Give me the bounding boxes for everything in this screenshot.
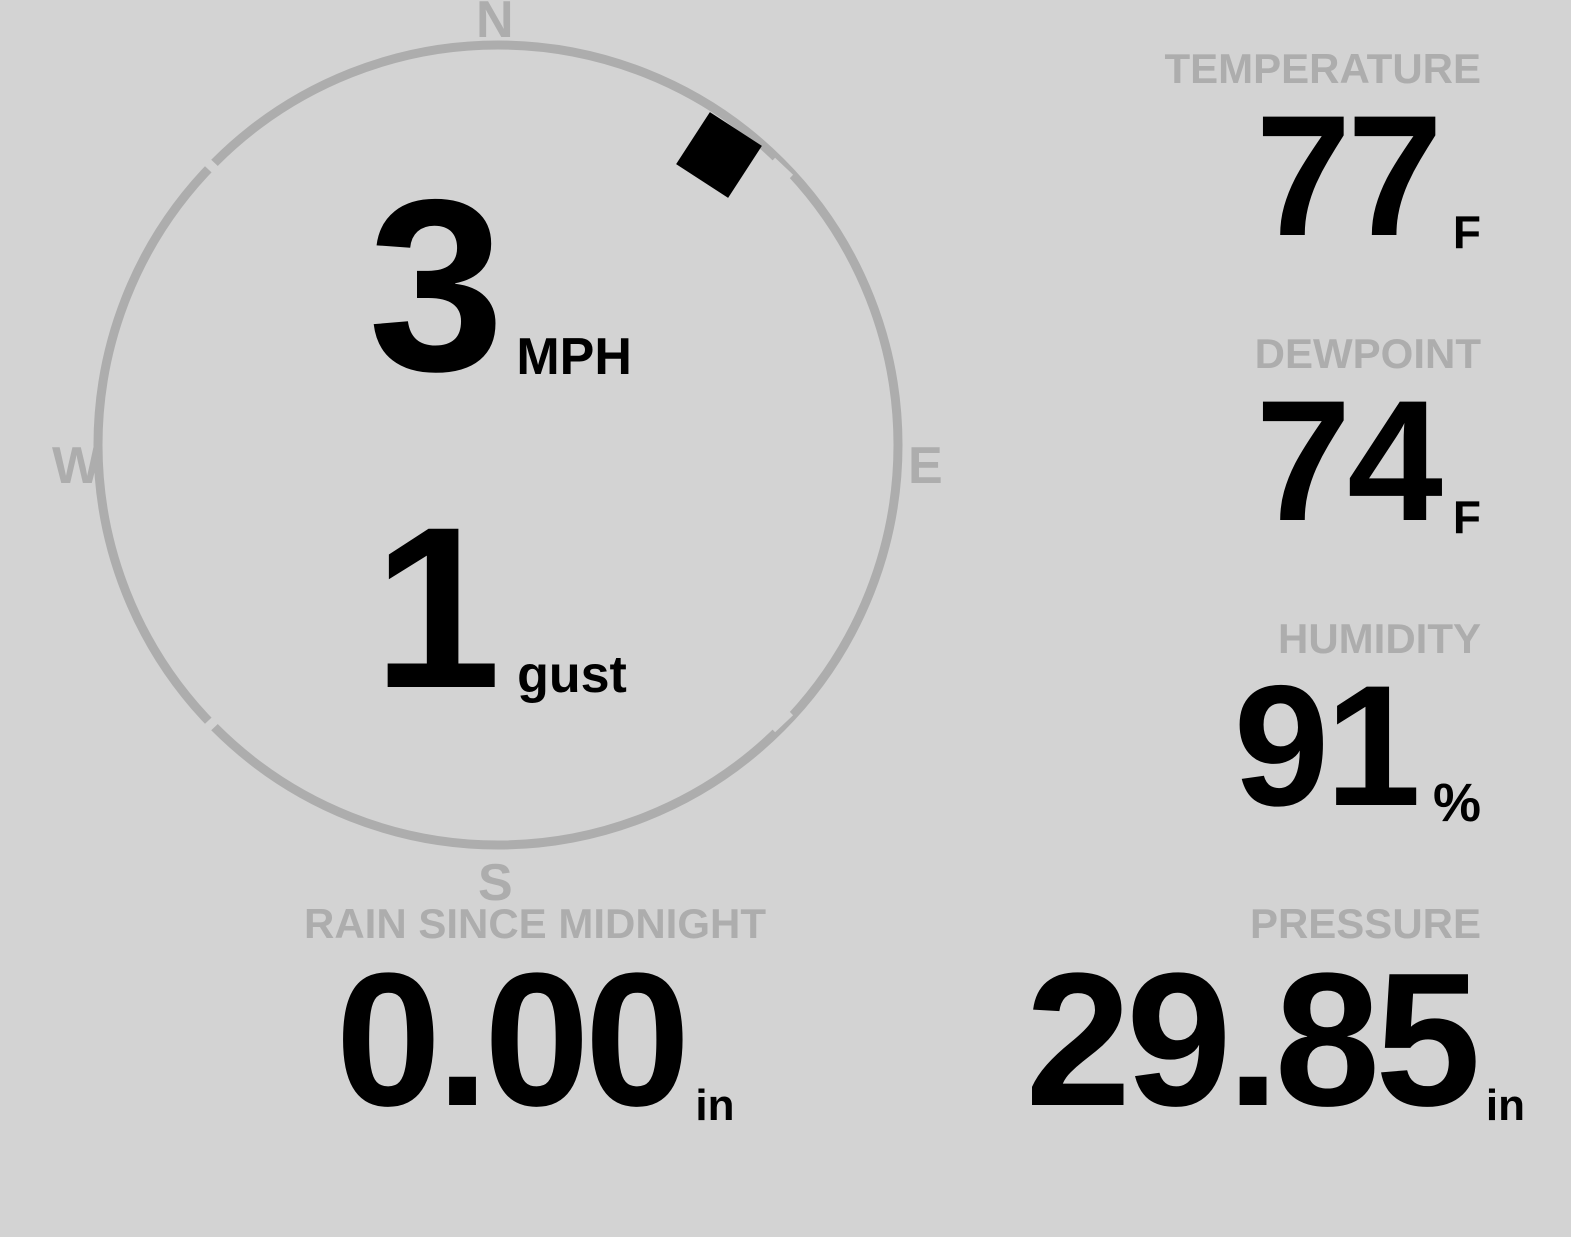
wind-speed-readout: 3 MPH	[200, 163, 800, 408]
pressure-value: 29.85	[1025, 934, 1480, 1146]
humidity-value-row: 91 %	[1234, 660, 1481, 832]
compass-label-west: W	[52, 437, 102, 495]
compass-tick-marks	[202, 157, 794, 733]
compass-label-south: S	[478, 854, 513, 912]
humidity-value: 91	[1233, 650, 1421, 842]
pressure-label: PRESSURE	[1249, 900, 1481, 947]
wind-compass: N E S W 3 MPH 1 gust	[0, 0, 1000, 909]
metric-rain-since-midnight: RAIN SINCE MIDNIGHT 0.00 in	[250, 900, 820, 1136]
wind-speed-value: 3	[368, 148, 504, 422]
compass-label-east: E	[908, 437, 943, 495]
compass-dial	[93, 40, 903, 850]
temperature-unit: F	[1452, 206, 1481, 258]
dewpoint-unit: F	[1452, 491, 1481, 543]
rain-unit: in	[695, 1081, 735, 1130]
rain-value-row: 0.00 in	[250, 945, 820, 1135]
wind-gust-unit: gust	[517, 646, 627, 704]
dewpoint-value: 74	[1255, 365, 1443, 557]
humidity-label: HUMIDITY	[1278, 615, 1481, 662]
wind-gust-readout: 1 gust	[200, 493, 800, 723]
temperature-value-row: 77 F	[1164, 90, 1481, 262]
metric-pressure: PRESSURE 29.85 in	[1025, 900, 1525, 1136]
temperature-value: 77	[1255, 80, 1443, 272]
temperature-label: TEMPERATURE	[1164, 45, 1481, 92]
pressure-value-row: 29.85 in	[1025, 945, 1525, 1135]
metric-temperature: TEMPERATURE 77 F	[1164, 45, 1481, 263]
pressure-unit: in	[1485, 1081, 1525, 1130]
metric-humidity: HUMIDITY 91 %	[1234, 615, 1481, 833]
dewpoint-value-row: 74 F	[1255, 375, 1481, 547]
wind-gust-value: 1	[373, 479, 501, 736]
wind-direction-marker-icon	[676, 112, 762, 198]
compass-label-north: N	[476, 0, 514, 49]
rain-label: RAIN SINCE MIDNIGHT	[304, 900, 766, 947]
wind-speed-unit: MPH	[516, 328, 632, 386]
metric-dewpoint: DEWPOINT 74 F	[1254, 330, 1481, 548]
humidity-unit: %	[1432, 773, 1481, 833]
compass-ring-circle	[93, 40, 903, 850]
dewpoint-label: DEWPOINT	[1254, 330, 1481, 377]
rain-value: 0.00	[335, 934, 691, 1146]
